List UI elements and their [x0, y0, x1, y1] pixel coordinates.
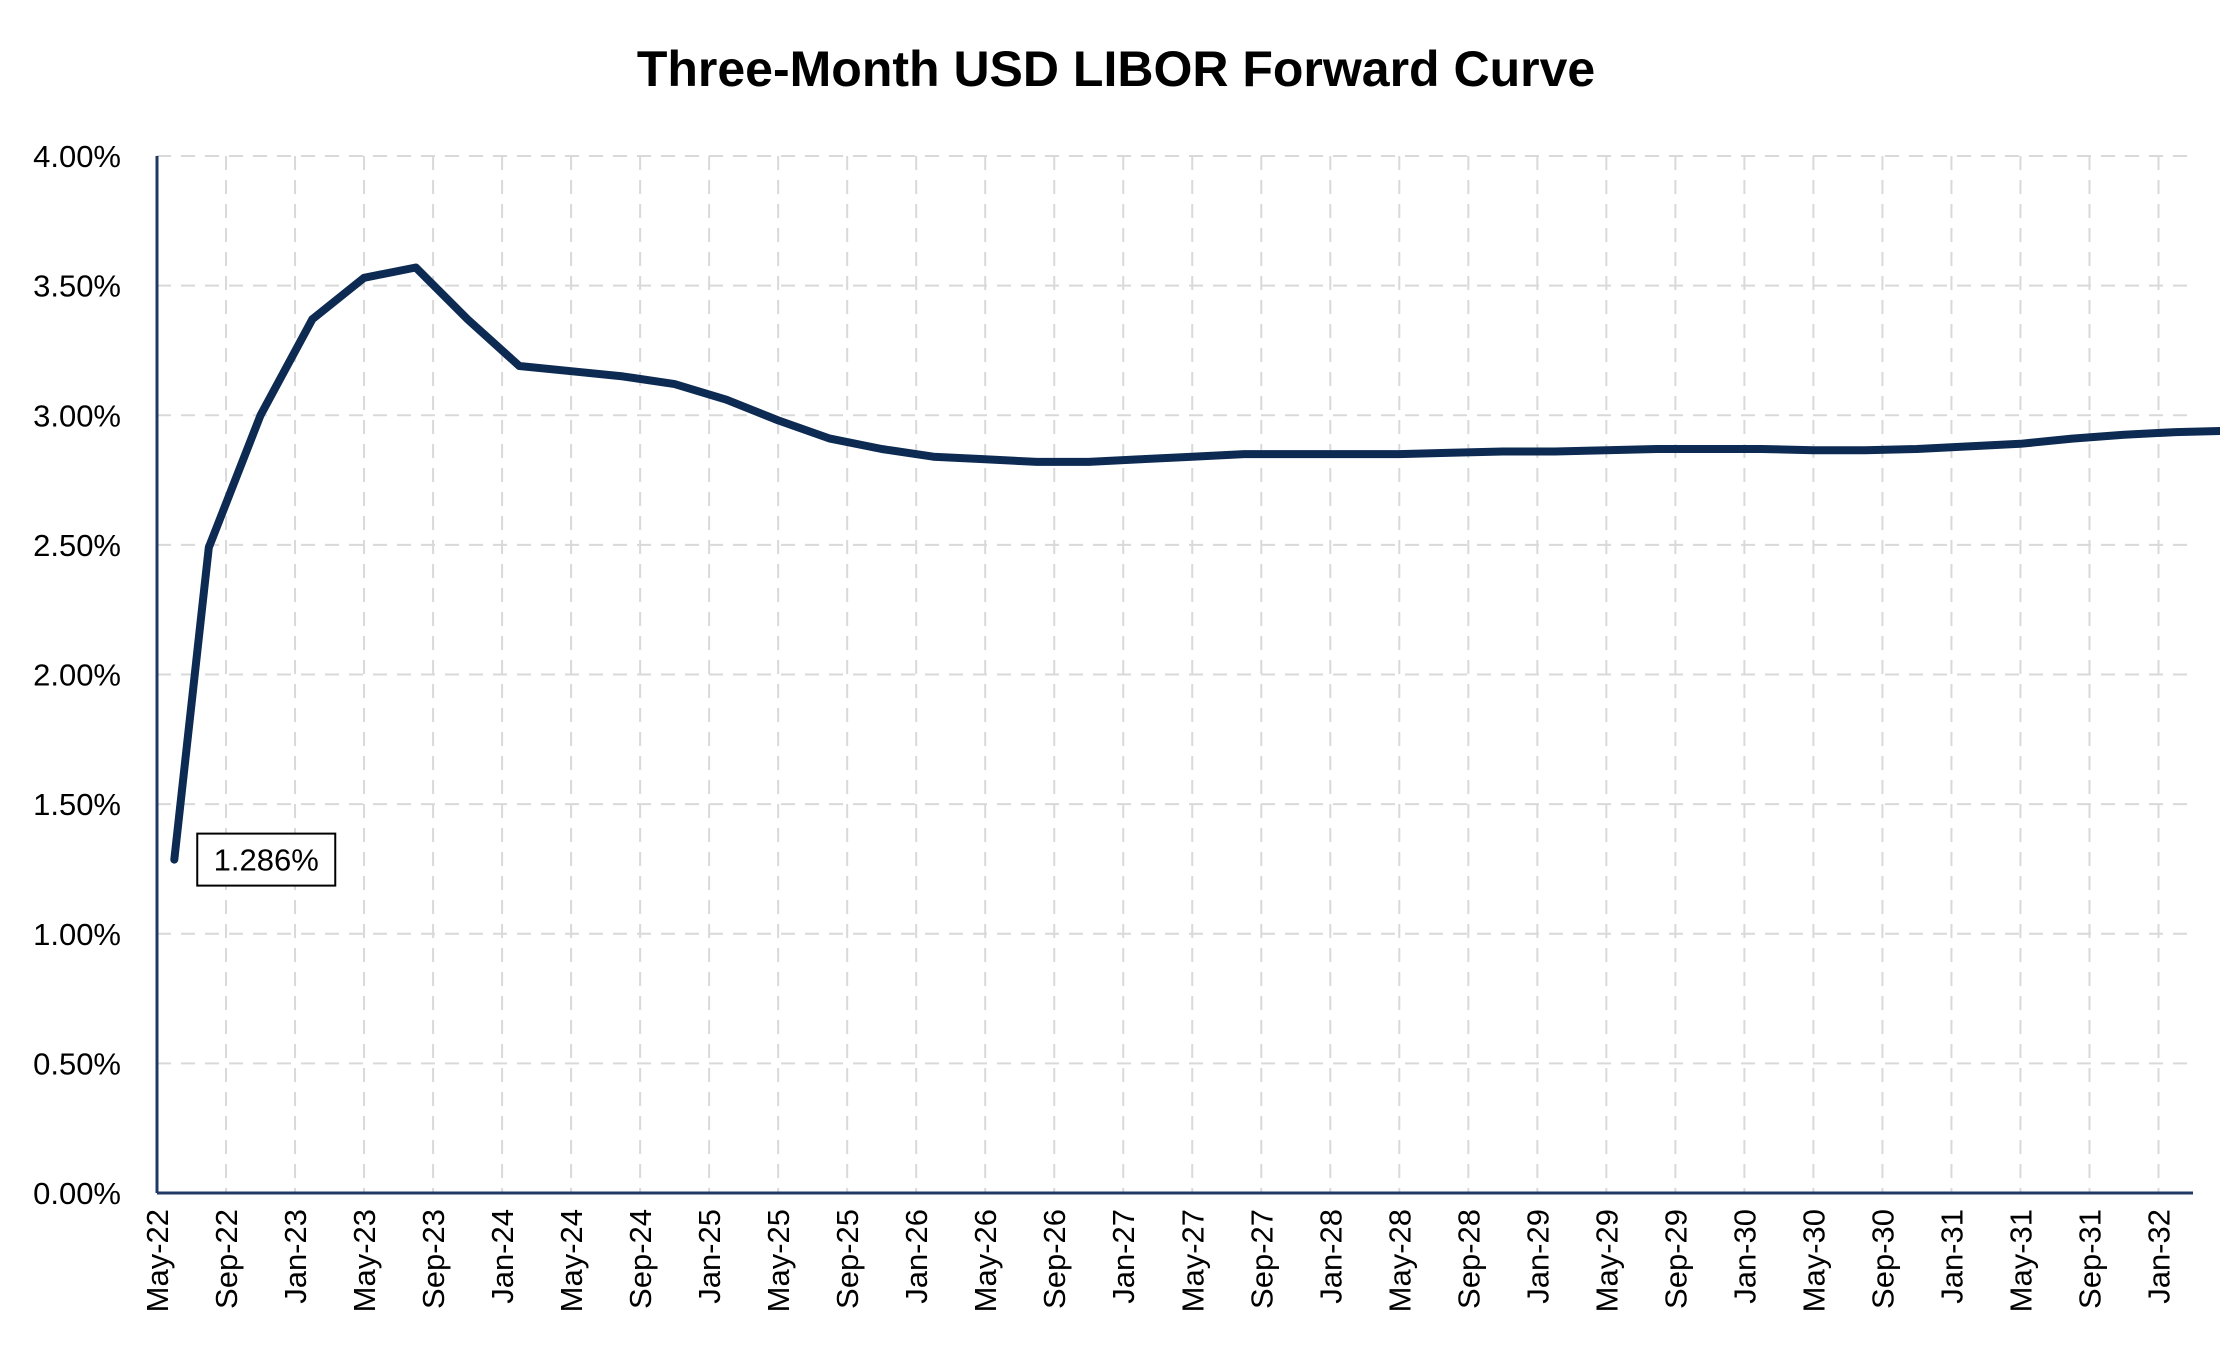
data-label: 1.286% — [214, 843, 319, 878]
annotations: 1.286% — [196, 832, 337, 887]
y-tick-label: 0.00% — [33, 1176, 121, 1211]
x-tick-label: Jan-25 — [692, 1209, 727, 1304]
x-tick-label: May-27 — [1175, 1209, 1210, 1312]
x-tick-label: Jan-29 — [1520, 1209, 1555, 1304]
x-tick-label: Jan-30 — [1727, 1209, 1762, 1304]
x-tick-label: May-30 — [1796, 1209, 1831, 1312]
y-tick-label: 1.00% — [33, 917, 121, 952]
x-tick-label: May-23 — [347, 1209, 382, 1312]
y-tick-label: 1.50% — [33, 787, 121, 822]
x-tick-label: Jan-23 — [278, 1209, 313, 1304]
x-tick-label: Jan-24 — [485, 1209, 520, 1304]
x-tick-label: May-25 — [761, 1209, 796, 1312]
x-tick-label: Sep-27 — [1244, 1209, 1279, 1309]
x-tick-label: May-31 — [2003, 1209, 2038, 1312]
x-tick-label: May-24 — [554, 1209, 589, 1312]
y-tick-label: 0.50% — [33, 1046, 121, 1081]
y-tick-label: 2.00% — [33, 658, 121, 693]
x-tick-label: Jan-31 — [1934, 1209, 1969, 1304]
y-tick-label: 4.00% — [33, 139, 121, 174]
x-tick-label: May-28 — [1382, 1209, 1417, 1312]
chart-title: Three-Month USD LIBOR Forward Curve — [637, 41, 1595, 97]
x-tick-label: Jan-32 — [2141, 1209, 2176, 1304]
x-tick-label: Sep-29 — [1658, 1209, 1693, 1309]
x-tick-label: May-22 — [140, 1209, 175, 1312]
x-tick-label: Sep-30 — [1865, 1209, 1900, 1309]
x-tick-label: Sep-25 — [830, 1209, 865, 1309]
x-axis-ticks: May-22 Sep-22 Jan-23 May-23 Sep-23 Jan-24 May-… — [140, 1209, 2176, 1312]
data-label-box — [196, 832, 337, 887]
x-tick-label: Sep-31 — [2072, 1209, 2107, 1309]
x-tick-label: Sep-26 — [1037, 1209, 1072, 1309]
x-tick-label: May-26 — [968, 1209, 1003, 1312]
x-tick-label: Sep-22 — [209, 1209, 244, 1309]
x-tick-label: Sep-24 — [623, 1209, 658, 1309]
series-line — [170, 263, 2220, 864]
grid — [157, 155, 2193, 1193]
series-group — [170, 263, 2220, 864]
x-tick-label: Jan-28 — [1313, 1209, 1348, 1304]
x-tick-label: Jan-26 — [899, 1209, 934, 1304]
y-axis-ticks: 0.00% 0.50% 1.00% 1.50% 2.00% 2.50% 3.00% 3.50%… — [33, 139, 121, 1211]
x-tick-label: Sep-28 — [1451, 1209, 1486, 1309]
y-tick-label: 3.50% — [33, 269, 121, 304]
x-tick-label: Sep-23 — [416, 1209, 451, 1309]
y-tick-label: 3.00% — [33, 398, 121, 433]
x-tick-label: May-29 — [1589, 1209, 1624, 1312]
y-tick-label: 2.50% — [33, 528, 121, 563]
x-tick-label: Jan-27 — [1106, 1209, 1141, 1304]
